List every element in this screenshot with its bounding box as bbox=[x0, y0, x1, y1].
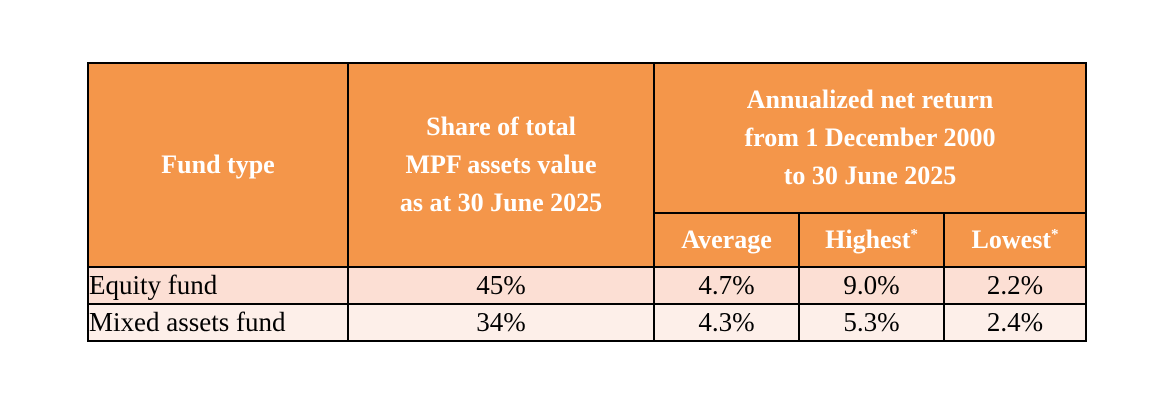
header-average-label: Average bbox=[681, 225, 772, 254]
header-return-line-3: to 30 June 2025 bbox=[783, 161, 957, 190]
header-highest: Highest* bbox=[798, 212, 945, 268]
header-return-line-2: from 1 December 2000 bbox=[744, 123, 996, 152]
header-share-line-3: as at 30 June 2025 bbox=[399, 188, 603, 217]
cell-lowest: 2.2% bbox=[943, 266, 1087, 305]
table-row-mixed-assets-fund: Mixed assets fund 34% 4.3% 5.3% 2.4% bbox=[87, 303, 1087, 342]
header-share-line-1: Share of total bbox=[426, 112, 576, 141]
header-row-sub: Average Highest* Lowest* bbox=[88, 212, 1087, 268]
footnote-marker-lowest: * bbox=[1050, 226, 1059, 243]
cell-fund-type: Mixed assets fund bbox=[87, 303, 349, 342]
header-annualized-return: Annualized net return from 1 December 20… bbox=[653, 62, 1087, 214]
header-fund-type: Fund type bbox=[87, 62, 349, 268]
header-highest-label: Highest bbox=[825, 225, 911, 254]
cell-average: 4.3% bbox=[653, 303, 800, 342]
cell-highest: 5.3% bbox=[798, 303, 945, 342]
header-share-line-2: MPF assets value bbox=[405, 150, 597, 179]
cell-highest: 9.0% bbox=[798, 266, 945, 305]
table-row-equity-fund: Equity fund 45% 4.7% 9.0% 2.2% bbox=[87, 266, 1087, 305]
header-share: Share of total MPF assets value as at 30… bbox=[347, 62, 655, 268]
header-lowest: Lowest* bbox=[943, 212, 1087, 268]
footnote-marker-highest: * bbox=[910, 226, 918, 243]
cell-average: 4.7% bbox=[653, 266, 800, 305]
fund-return-table: Fund type Share of total MPF assets valu… bbox=[87, 62, 1087, 342]
header-fund-type-label: Fund type bbox=[161, 150, 275, 179]
cell-lowest: 2.4% bbox=[943, 303, 1087, 342]
header-row-top: Fund type Share of total MPF assets valu… bbox=[87, 62, 1087, 268]
header-return-line-1: Annualized net return bbox=[746, 85, 994, 114]
cell-fund-type: Equity fund bbox=[87, 266, 349, 305]
header-lowest-label: Lowest bbox=[971, 225, 1051, 254]
cell-share: 34% bbox=[347, 303, 655, 342]
cell-share: 45% bbox=[347, 266, 655, 305]
header-average: Average bbox=[653, 212, 800, 268]
